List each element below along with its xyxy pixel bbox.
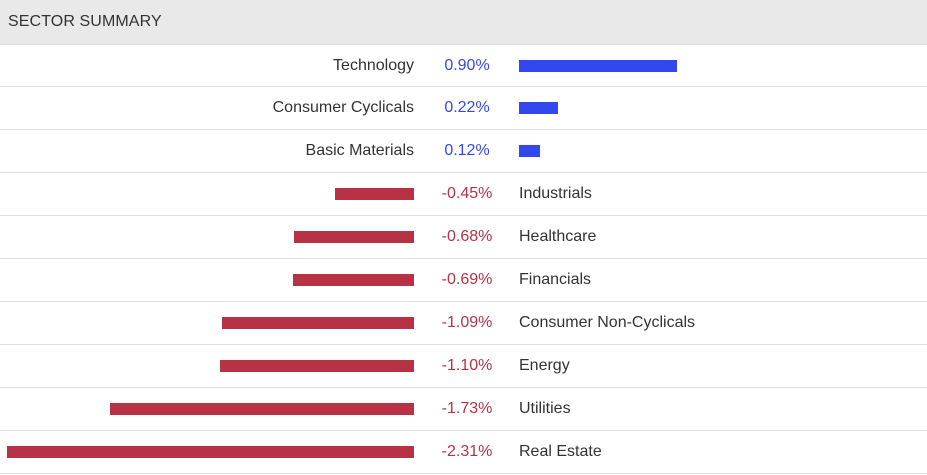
sector-row: Industrials -0.45% <box>0 173 927 216</box>
sector-name: Consumer Cyclicals <box>272 99 414 116</box>
sector-row: Healthcare -0.68% <box>0 216 927 259</box>
sector-summary-header: SECTOR SUMMARY <box>0 0 927 44</box>
sector-bar <box>334 188 414 200</box>
sector-row: Consumer Cyclicals 0.22% <box>0 87 927 130</box>
sector-name: Industrials <box>519 185 592 202</box>
sector-name: Utilities <box>519 400 571 417</box>
sector-bar <box>222 317 414 329</box>
sector-row: Utilities -1.73% <box>0 388 927 431</box>
sector-bar <box>519 60 678 72</box>
sector-change-label: 0.22% <box>444 99 490 116</box>
sector-change-label: -0.68% <box>441 228 493 245</box>
sector-change-label: -1.10% <box>441 357 493 374</box>
sector-name: Technology <box>333 57 414 74</box>
sector-change-label: -1.73% <box>441 400 493 417</box>
sector-change-label: -2.31% <box>441 443 493 460</box>
sector-row: Real Estate -2.31% <box>0 431 927 474</box>
sector-bar <box>294 231 414 243</box>
sector-row: Energy -1.10% <box>0 345 927 388</box>
sector-change-label: -1.09% <box>441 314 493 331</box>
sector-row: Financials -0.69% <box>0 259 927 302</box>
sector-row: Consumer Non-Cyclicals -1.09% <box>0 302 927 345</box>
sector-bar <box>220 360 414 372</box>
sector-name: Real Estate <box>519 443 602 460</box>
sector-change-label: -0.45% <box>441 185 493 202</box>
sector-change-label: -0.69% <box>441 271 493 288</box>
sector-row: Technology 0.90% <box>0 44 927 87</box>
sector-bar <box>7 446 414 458</box>
sector-name: Financials <box>519 271 592 288</box>
sector-name: Healthcare <box>519 228 597 245</box>
sector-bar <box>109 403 414 415</box>
sector-name: Consumer Non-Cyclicals <box>519 314 696 331</box>
sector-bar <box>519 102 558 114</box>
sector-name: Basic Materials <box>305 142 414 159</box>
sector-bar <box>292 274 414 286</box>
sector-change-label: 0.12% <box>444 142 490 159</box>
sector-name: Energy <box>519 357 570 374</box>
sector-change-label: 0.90% <box>444 57 490 74</box>
widget-title: SECTOR SUMMARY <box>8 13 162 30</box>
sector-rows: Technology 0.90% Consumer Cyclicals 0.22% Ba… <box>0 44 927 474</box>
sector-row: Basic Materials 0.12% <box>0 130 927 173</box>
sector-bar <box>519 145 541 157</box>
